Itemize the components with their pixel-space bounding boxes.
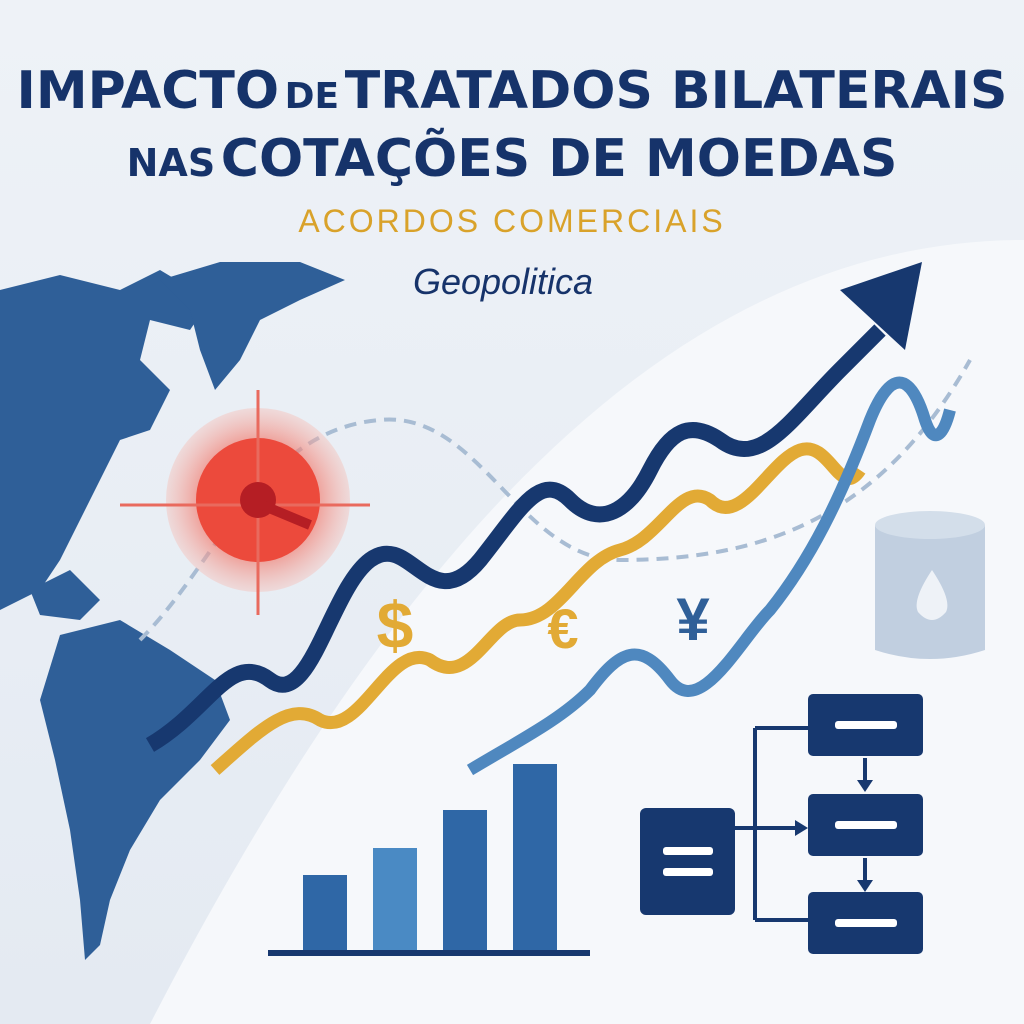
currency-symbol: € [547, 597, 578, 660]
title-word: NAS [127, 141, 216, 185]
oil-barrel [875, 511, 985, 659]
title-word: COTAÇÕES DE MOEDAS [221, 128, 898, 189]
arrow-head [840, 262, 922, 350]
title-word: TRATADOS BILATERAIS [345, 61, 1008, 121]
title-word: DE [285, 76, 339, 117]
gold-line [210, 442, 866, 775]
flowchart [640, 694, 923, 954]
target-pointer [260, 500, 312, 530]
title-line: NAS COTAÇÕES DE MOEDAS [127, 128, 898, 189]
currency-symbol: ¥ [676, 586, 710, 653]
title-word: IMPACTO [17, 61, 280, 121]
blue-line [466, 376, 956, 776]
subtitle: ACORDOS COMERCIAIS [298, 203, 725, 239]
bar-illustration [268, 764, 590, 956]
dark-arrow-line [145, 324, 886, 752]
currency-symbol: $ [377, 588, 414, 662]
tag: Geopolitica [413, 261, 593, 302]
title-line: IMPACTO DE TRATADOS BILATERAIS [17, 61, 1008, 121]
world-map [0, 262, 345, 960]
